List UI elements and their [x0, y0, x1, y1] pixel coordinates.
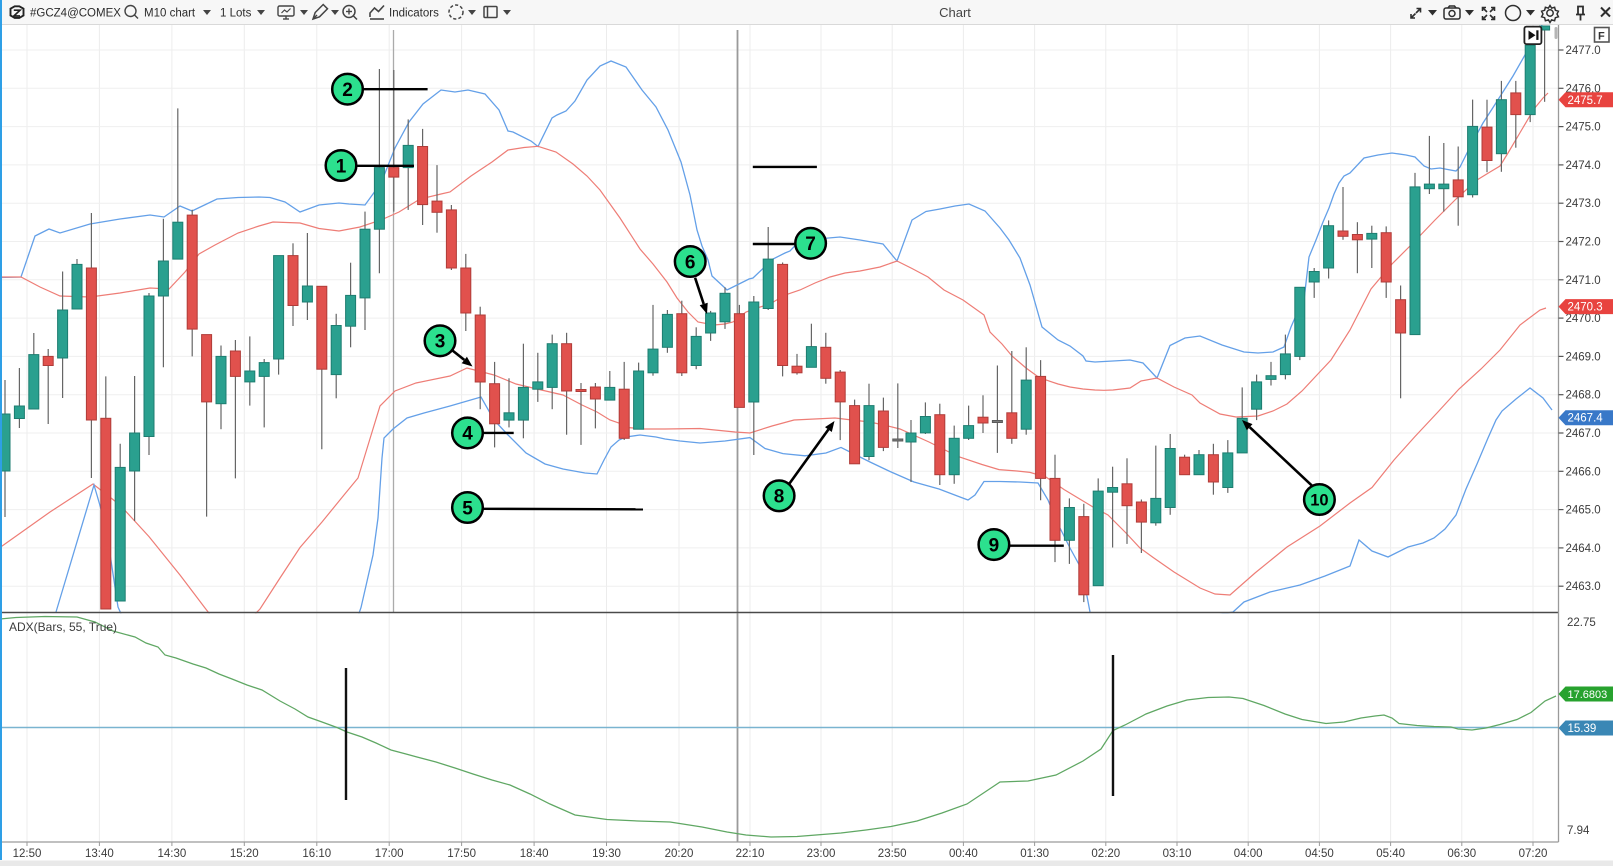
- svg-text:M10 chart: M10 chart: [144, 8, 196, 20]
- svg-text:Chart: Chart: [939, 5, 971, 20]
- svg-text:2467.4: 2467.4: [1568, 413, 1604, 425]
- svg-text:2465.0: 2465.0: [1566, 505, 1601, 517]
- svg-text:2467.0: 2467.0: [1566, 428, 1601, 440]
- svg-text:15.39: 15.39: [1568, 723, 1597, 735]
- svg-text:ADX(Bars, 55, True): ADX(Bars, 55, True): [9, 620, 117, 634]
- svg-text:#GCZ4@COMEX: #GCZ4@COMEX: [30, 8, 121, 20]
- svg-text:14:30: 14:30: [158, 848, 187, 860]
- svg-text:16:10: 16:10: [302, 848, 331, 860]
- svg-text:02:20: 02:20: [1091, 848, 1120, 860]
- svg-text:15:20: 15:20: [230, 848, 259, 860]
- svg-text:17:50: 17:50: [447, 848, 476, 860]
- svg-text:6: 6: [685, 252, 696, 273]
- svg-text:22.75: 22.75: [1567, 617, 1596, 629]
- svg-text:3: 3: [435, 332, 446, 353]
- svg-text:20:20: 20:20: [665, 848, 694, 860]
- svg-text:2472.0: 2472.0: [1566, 237, 1601, 249]
- svg-text:4: 4: [462, 424, 473, 445]
- svg-text:03:10: 03:10: [1163, 848, 1192, 860]
- svg-text:18:40: 18:40: [520, 848, 549, 860]
- svg-text:01:30: 01:30: [1020, 848, 1049, 860]
- svg-text:2466.0: 2466.0: [1566, 466, 1601, 478]
- svg-text:5: 5: [462, 498, 473, 519]
- svg-text:2468.0: 2468.0: [1566, 390, 1601, 402]
- svg-text:2464.0: 2464.0: [1566, 543, 1601, 555]
- svg-text:00:40: 00:40: [949, 848, 978, 860]
- svg-text:19:30: 19:30: [592, 848, 621, 860]
- svg-text:04:50: 04:50: [1305, 848, 1334, 860]
- svg-text:2: 2: [342, 80, 353, 101]
- svg-text:2475.7: 2475.7: [1568, 95, 1603, 107]
- svg-text:2471.0: 2471.0: [1566, 275, 1601, 287]
- svg-text:04:00: 04:00: [1234, 848, 1263, 860]
- svg-text:7.94: 7.94: [1567, 825, 1590, 837]
- svg-text:Indicators: Indicators: [389, 8, 439, 20]
- svg-text:17.6803: 17.6803: [1568, 689, 1608, 701]
- svg-text:7: 7: [805, 234, 816, 255]
- svg-text:2469.0: 2469.0: [1566, 351, 1601, 363]
- svg-text:1: 1: [336, 156, 347, 177]
- svg-text:13:40: 13:40: [85, 848, 114, 860]
- svg-text:2475.0: 2475.0: [1566, 122, 1601, 134]
- svg-text:2470.0: 2470.0: [1566, 313, 1601, 325]
- svg-text:2474.0: 2474.0: [1566, 160, 1601, 172]
- svg-text:23:50: 23:50: [878, 848, 907, 860]
- svg-text:22:10: 22:10: [736, 848, 765, 860]
- svg-text:2473.0: 2473.0: [1566, 198, 1601, 210]
- svg-text:06:30: 06:30: [1447, 848, 1476, 860]
- svg-text:12:50: 12:50: [13, 848, 42, 860]
- svg-text:2470.3: 2470.3: [1568, 302, 1603, 314]
- svg-text:07:20: 07:20: [1519, 848, 1548, 860]
- svg-text:17:00: 17:00: [375, 848, 404, 860]
- svg-text:2463.0: 2463.0: [1566, 581, 1601, 593]
- svg-text:9: 9: [989, 535, 1000, 556]
- svg-text:8: 8: [774, 487, 785, 508]
- svg-text:1 Lots: 1 Lots: [220, 8, 252, 20]
- svg-text:F: F: [1598, 31, 1605, 43]
- svg-text:23:00: 23:00: [807, 848, 836, 860]
- svg-text:2477.0: 2477.0: [1566, 45, 1601, 57]
- svg-text:10: 10: [1310, 492, 1328, 510]
- svg-text:05:40: 05:40: [1376, 848, 1405, 860]
